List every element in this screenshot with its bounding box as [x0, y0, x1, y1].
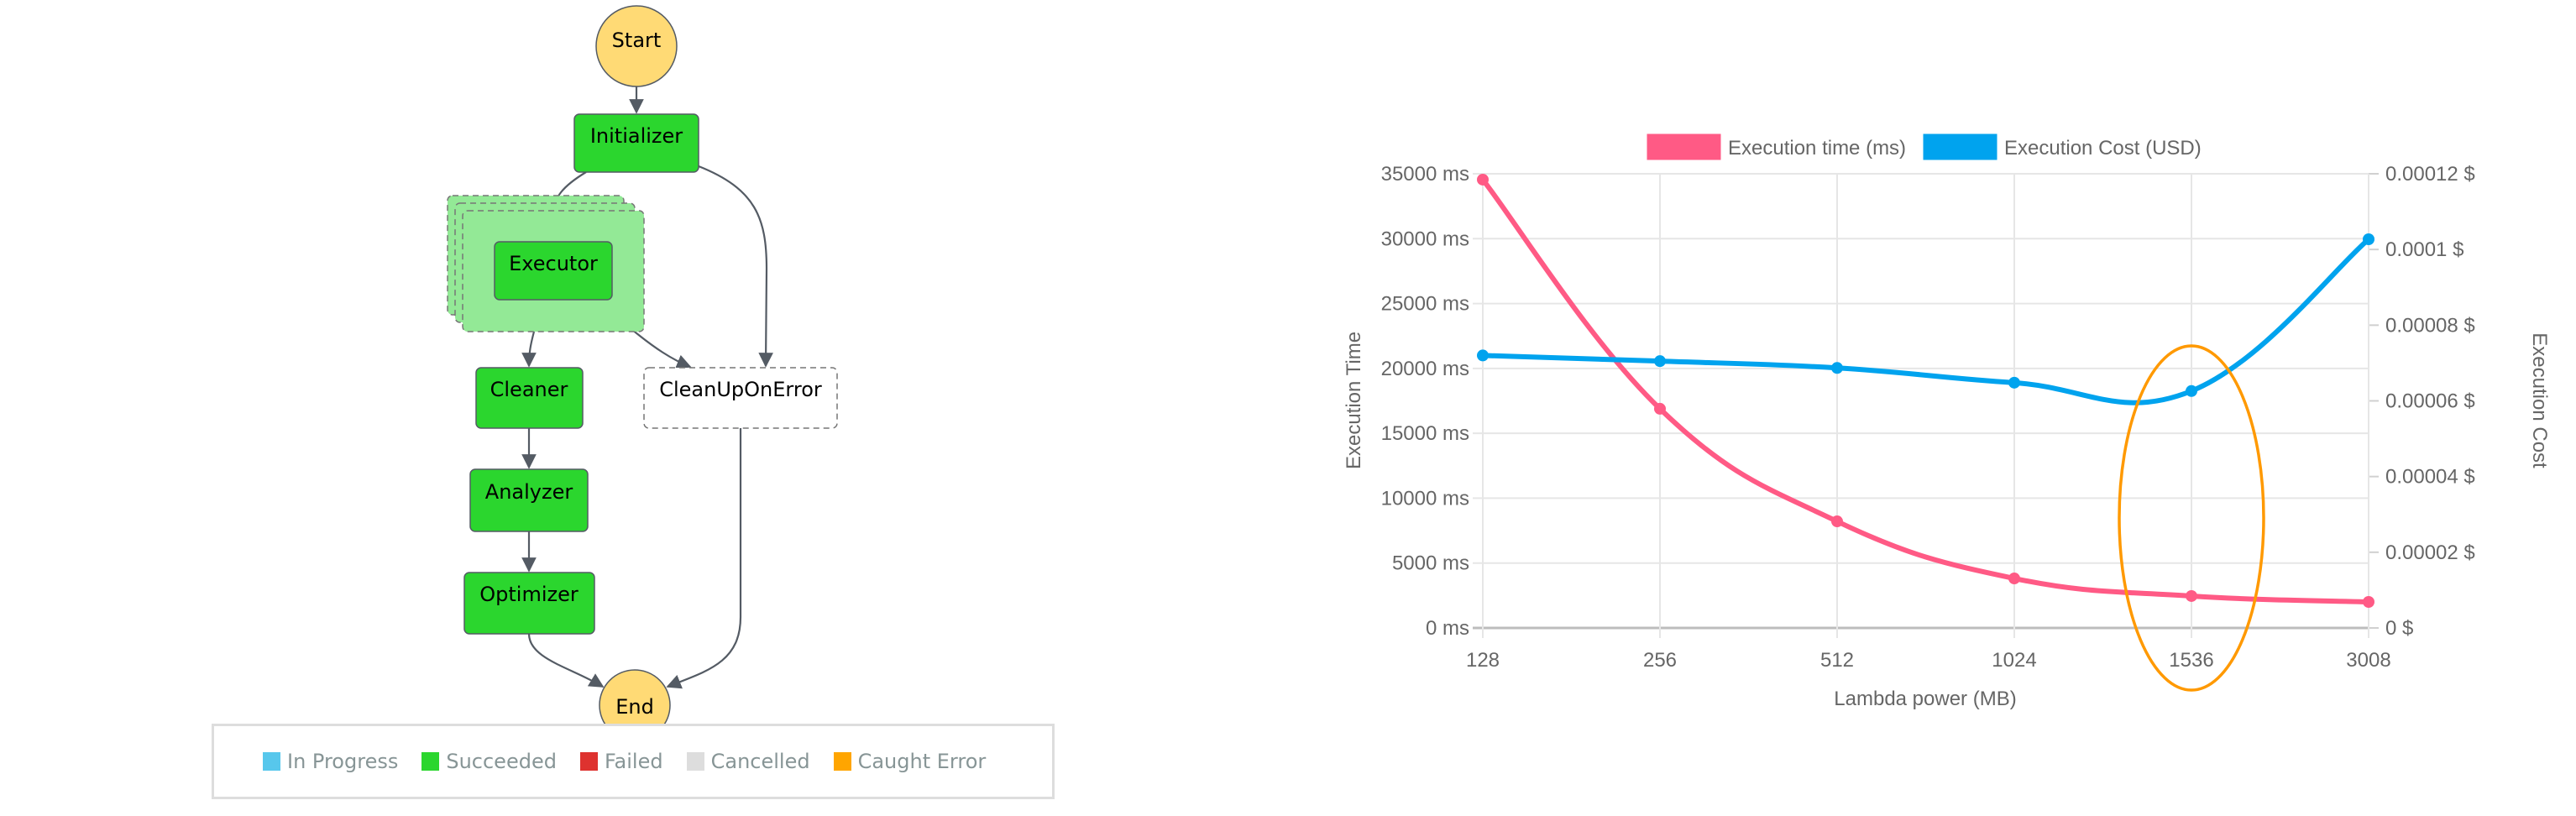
node-cleanuponerror-label: CleanUpOnError [659, 378, 822, 401]
node-analyzer[interactable]: Analyzer [469, 468, 589, 532]
data-point[interactable] [2186, 384, 2197, 397]
x-tick: 1024 [1992, 649, 2036, 672]
y-tick-right: 0.00008 $ [2385, 314, 2475, 337]
data-point[interactable] [2008, 573, 2020, 585]
legend-swatch-failed [579, 752, 598, 771]
data-point[interactable] [1831, 362, 1843, 374]
y-tick-right: 0.00004 $ [2385, 466, 2475, 489]
y-tick-left: 5000 ms [1392, 552, 1469, 575]
node-initializer[interactable]: Initializer [573, 113, 699, 173]
node-executor-label: Executor [509, 252, 598, 275]
data-point[interactable] [1831, 515, 1843, 528]
legend-swatch-time [1647, 133, 1721, 160]
y-tick-left: 35000 ms [1381, 163, 1469, 186]
data-point[interactable] [1477, 349, 1489, 362]
y-tick-left: 10000 ms [1381, 487, 1469, 510]
data-point[interactable] [2363, 596, 2374, 609]
y-tick-right: 0.0001 $ [2385, 238, 2463, 261]
legend-label: Cancelled [710, 750, 810, 773]
x-axis-title: Lambda power (MB) [1834, 688, 2016, 710]
chart-legend: Execution time (ms) Execution Cost (USD) [1647, 133, 2202, 160]
node-optimizer-label: Optimizer [479, 583, 579, 606]
y-tick-left: 20000 ms [1381, 358, 1469, 380]
legend-label: In Progress [287, 750, 399, 773]
series-line-execution-time [1480, 176, 2371, 605]
data-point[interactable] [2008, 376, 2020, 389]
y-tick-left: 25000 ms [1381, 293, 1469, 316]
node-end[interactable]: End [599, 669, 671, 741]
chart-series [1477, 173, 2374, 609]
series-line-execution-cost [1480, 236, 2371, 405]
legend-item-cancelled: Cancelled [686, 750, 810, 773]
legend-swatch-succeeded [421, 752, 440, 771]
chart-annotation [2118, 344, 2265, 692]
x-tick: 1536 [2169, 649, 2213, 672]
node-start-label: Start [612, 29, 662, 52]
chart-legend-item-time[interactable]: Execution time (ms) [1647, 133, 1906, 160]
node-end-label: End [615, 695, 654, 719]
legend-label-time: Execution time (ms) [1728, 137, 1906, 160]
legend-item-in-progress: In Progress [263, 750, 398, 773]
node-executor-box[interactable] [494, 241, 613, 301]
legend-item-failed: Failed [579, 750, 663, 773]
node-cleaner[interactable]: Cleaner [475, 367, 584, 429]
chart-axes: 0 ms 5000 ms 10000 ms 15000 ms 20000 ms 25000… [1381, 163, 2475, 672]
edge-executor-cleanuponerror [631, 328, 692, 369]
y-axis-title-left: Execution Time [1343, 332, 1365, 469]
chart-legend-item-cost[interactable]: Execution Cost (USD) [1923, 133, 2202, 160]
edge-cleanuponerror-end [666, 428, 742, 689]
legend-swatch-cost [1923, 133, 1997, 160]
state-machine-diagram: Start Initializer Executor Cleaner Clean… [447, 5, 838, 741]
legend-swatch-in-progress [263, 752, 280, 771]
legend-swatch-cancelled [686, 752, 704, 771]
data-point[interactable] [1654, 402, 1666, 415]
node-cleanuponerror[interactable]: CleanUpOnError [643, 367, 838, 429]
highlight-ellipse [2118, 344, 2265, 692]
diagram-edges [521, 86, 773, 689]
legend-item-succeeded: Succeeded [421, 750, 557, 773]
node-analyzer-label: Analyzer [485, 480, 573, 504]
data-point[interactable] [1654, 355, 1666, 368]
chart-grid [1473, 173, 2379, 638]
x-tick: 3008 [2346, 649, 2390, 672]
x-tick: 128 [1466, 649, 1500, 672]
legend-label-cost: Execution Cost (USD) [2004, 137, 2202, 160]
data-point[interactable] [1477, 173, 1489, 186]
data-point[interactable] [2186, 589, 2197, 602]
legend-item-caught-error: Caught Error [833, 750, 987, 773]
edge-initializer-cleanuponerror [698, 165, 773, 368]
y-tick-right: 0.00012 $ [2385, 163, 2475, 186]
x-tick: 256 [1643, 649, 1677, 672]
y-tick-right: 0.00002 $ [2385, 541, 2475, 564]
node-cleaner-label: Cleaner [490, 378, 568, 401]
legend-label: Caught Error [857, 750, 987, 773]
legend-label: Failed [604, 750, 663, 773]
status-legend: In Progress Succeeded Failed Cancelled C… [212, 724, 1055, 799]
y-tick-right: 0 $ [2385, 617, 2413, 640]
y-tick-right: 0.00006 $ [2385, 390, 2475, 413]
y-axis-title-right: Execution Cost [2528, 332, 2551, 468]
y-tick-left: 15000 ms [1381, 422, 1469, 445]
legend-swatch-caught-error [833, 752, 851, 771]
y-tick-left: 0 ms [1426, 617, 1469, 640]
legend-label: Succeeded [446, 750, 557, 773]
node-executor-map[interactable]: Executor [447, 195, 645, 332]
edge-executor-cleaner [521, 331, 537, 368]
node-optimizer[interactable]: Optimizer [463, 572, 595, 635]
data-point[interactable] [2363, 233, 2374, 245]
node-initializer-label: Initializer [590, 124, 683, 148]
edge-optimizer-end [527, 633, 605, 688]
y-tick-left: 30000 ms [1381, 228, 1469, 250]
node-start[interactable]: Start [595, 5, 678, 87]
power-tuning-chart: 0 ms 5000 ms 10000 ms 15000 ms 20000 ms 25000… [1343, 133, 2551, 710]
x-tick: 512 [1820, 649, 1854, 672]
